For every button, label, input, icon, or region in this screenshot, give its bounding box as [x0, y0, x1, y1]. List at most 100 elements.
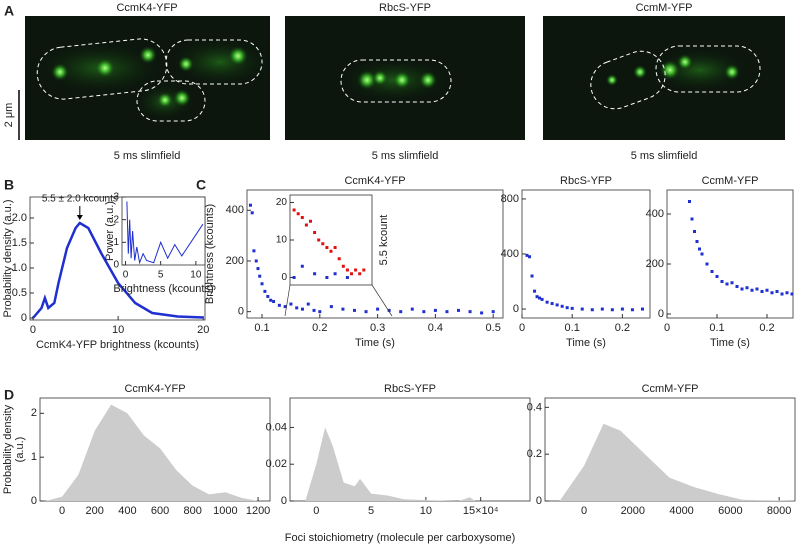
point [540, 297, 544, 301]
point [258, 274, 262, 278]
image-title: CcmK4-YFP [116, 2, 177, 14]
point [775, 290, 779, 293]
area [45, 404, 259, 501]
chart: 0 0.02 0.04 0 5 10 15×10⁴ RbcS-YFP Foci stoichio… [266, 383, 531, 544]
point [358, 272, 362, 276]
point [333, 272, 337, 276]
x-tick-label: 5 [158, 270, 164, 281]
point [260, 282, 264, 286]
point [329, 305, 333, 309]
point [256, 267, 260, 271]
y-tick-label: 400 [226, 204, 244, 216]
x-tick-label: 0 [123, 270, 129, 281]
x-axis-label: Time (s) [355, 337, 395, 349]
y-tick-label: 0.2 [527, 448, 542, 460]
point [770, 291, 774, 295]
chart: 0 10 20 5.5 kcount [276, 194, 390, 286]
point [480, 311, 484, 315]
y-tick-label: 2.0 [12, 212, 27, 224]
point [292, 276, 296, 279]
image-caption: 5 ms slimfield [114, 150, 181, 162]
x-tick-label: 4000 [669, 505, 693, 517]
point [352, 308, 356, 312]
point [735, 285, 739, 288]
point [295, 306, 299, 310]
point [292, 208, 296, 212]
y-tick-label: 0 [21, 312, 27, 324]
y-tick-label: 200 [646, 258, 664, 270]
point [252, 249, 256, 253]
point [560, 304, 564, 308]
y-axis-label: Probability density [2, 404, 14, 494]
point [376, 307, 380, 311]
point [491, 310, 495, 314]
x-tick-label: 0.3 [370, 322, 385, 334]
x-tick-label: 0.1 [565, 322, 580, 334]
area [305, 427, 492, 501]
point [580, 307, 584, 311]
point [550, 302, 554, 306]
point [785, 291, 789, 295]
point [248, 203, 252, 207]
point [318, 310, 322, 314]
point [283, 305, 287, 309]
y-tick-label: 1 [31, 451, 37, 463]
y-tick-label: 400 [501, 248, 519, 260]
point [780, 292, 784, 296]
point [312, 308, 316, 312]
x-tick-label: 800 [184, 505, 202, 517]
point [313, 272, 317, 276]
point [555, 303, 559, 307]
point [289, 302, 293, 306]
x-tick-label: 10 [112, 324, 124, 336]
x-tick-label: 2000 [621, 505, 645, 517]
point [695, 240, 699, 243]
x-axis-label: Time (s) [566, 337, 606, 349]
chart-title: CcmM-YFP [642, 383, 699, 395]
x-tick-label: 0 [30, 324, 36, 336]
point [765, 288, 769, 292]
x-tick-label: 400 [118, 505, 136, 517]
x-tick-label: 0.2 [759, 322, 774, 334]
point [715, 275, 719, 278]
point [750, 288, 754, 292]
point [254, 259, 258, 263]
point [693, 230, 696, 233]
chart: 0 400 800 0 0.1 0.2 RbcS-YFP Time (s) [501, 175, 651, 349]
line [126, 201, 204, 265]
point [422, 310, 426, 314]
point [730, 281, 734, 285]
point [345, 268, 349, 272]
area [559, 423, 795, 501]
point [590, 308, 594, 312]
point [321, 242, 325, 246]
point [341, 307, 345, 311]
point [600, 307, 604, 311]
x-tick-label: 5 [368, 505, 374, 517]
point [790, 292, 794, 296]
point [399, 310, 403, 314]
x-tick-label: 10 [190, 270, 202, 281]
point [610, 308, 614, 312]
y-tick-label: 20 [276, 197, 288, 208]
x-tick-label: 1000 [213, 505, 237, 517]
chart: 0 0.2 0.4 0 2000 4000 6000 8000 CcmM-YFP [527, 383, 796, 517]
y-tick-label: 0 [238, 306, 244, 318]
chart: 0 1 2 3 0 5 10 Brightness (kcounts) Power (a.u.) [104, 192, 214, 295]
x-tick-label: 600 [151, 505, 169, 517]
x-axis-label: Time (s) [710, 337, 750, 349]
y-tick-label: 0.02 [266, 458, 287, 470]
y-tick-label: 0.4 [527, 401, 542, 413]
point [309, 219, 312, 223]
x-tick-label: 0 [519, 322, 525, 334]
inset-connector [284, 284, 291, 317]
y-tick-label: 2 [31, 407, 37, 419]
y-tick-label: 400 [646, 208, 664, 220]
point [304, 223, 308, 227]
point [269, 298, 273, 302]
y-tick-label: 200 [226, 255, 244, 267]
point [325, 246, 329, 249]
x-tick-label: 8000 [767, 505, 791, 517]
image-title: RbcS-YFP [379, 2, 431, 14]
y-tick-label: 0 [31, 495, 37, 507]
